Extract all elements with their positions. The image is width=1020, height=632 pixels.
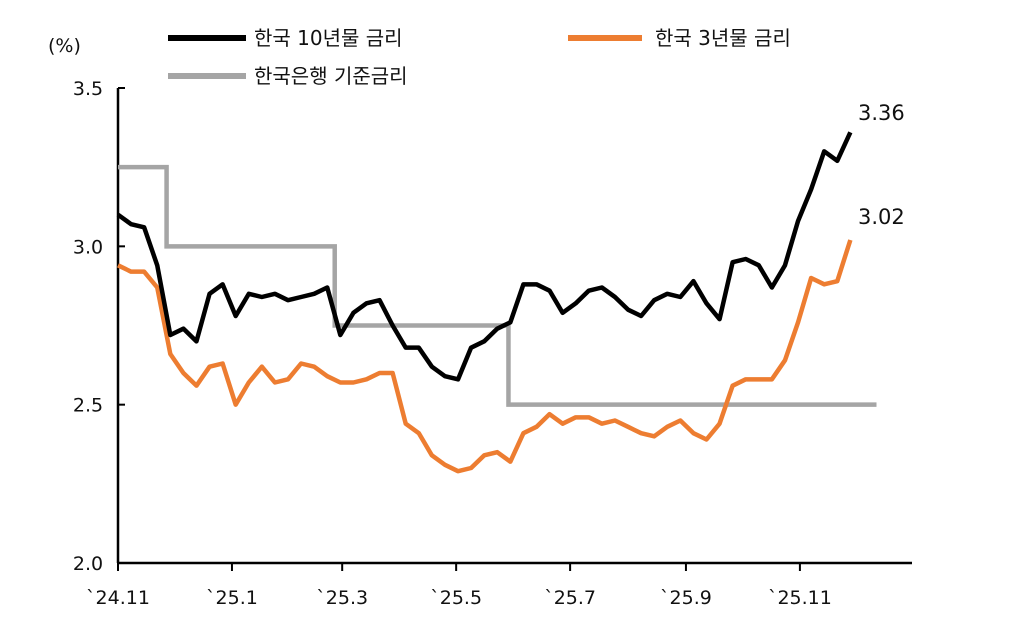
y-axis-unit-label: (%) xyxy=(48,35,81,57)
y-tick-label: 3.5 xyxy=(73,78,103,100)
x-tick-label: `25.5 xyxy=(430,587,482,609)
legend-label-10y: 한국 10년물 금리 xyxy=(254,26,403,50)
end-label-10y: 3.36 xyxy=(858,101,905,125)
x-tick-label: `25.11 xyxy=(768,587,832,609)
y-tick-label: 2.0 xyxy=(73,553,103,575)
y-tick-label: 3.0 xyxy=(73,236,103,258)
y-tick-label: 2.5 xyxy=(73,395,103,417)
legend: 한국 10년물 금리 한국 3년물 금리 한국은행 기준금리 xyxy=(168,26,791,88)
axes xyxy=(116,88,912,565)
end-label-3y: 3.02 xyxy=(858,205,905,229)
series-line-10y xyxy=(116,131,853,382)
legend-label-3y: 한국 3년물 금리 xyxy=(655,26,791,50)
series-line-base-rate xyxy=(118,164,877,407)
x-tick-label: `25.7 xyxy=(544,587,596,609)
x-tick-label: `25.3 xyxy=(316,587,368,609)
legend-label-base-rate: 한국은행 기준금리 xyxy=(254,64,408,88)
x-tick-label: `25.9 xyxy=(660,587,712,609)
x-tick-label: `25.1 xyxy=(206,587,258,609)
x-tick-label: `24.11 xyxy=(86,587,150,609)
series-line-3y xyxy=(117,239,853,474)
